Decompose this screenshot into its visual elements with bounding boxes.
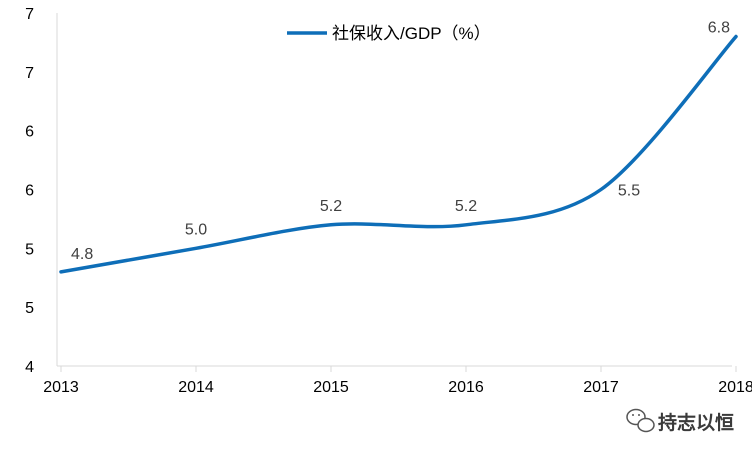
x-tick-label: 2014 xyxy=(178,379,214,396)
legend-label: 社保收入/GDP（%） xyxy=(332,24,491,43)
watermark: 持志以恒 xyxy=(626,408,734,434)
legend: 社保收入/GDP（%） xyxy=(287,24,491,43)
x-tick-label: 2015 xyxy=(313,379,349,396)
x-tick-label: 2018 xyxy=(718,379,752,396)
data-label: 4.8 xyxy=(71,246,93,263)
data-label: 6.8 xyxy=(708,20,730,37)
data-label: 5.2 xyxy=(320,198,342,215)
y-tick-label: 4 xyxy=(25,359,34,376)
watermark-text: 持志以恒 xyxy=(658,411,734,434)
wechat-icon xyxy=(626,408,655,433)
y-axis-tick-labels: 4 5 5 6 6 7 7 xyxy=(25,6,34,376)
y-tick-label: 5 xyxy=(25,300,34,317)
y-tick-label: 6 xyxy=(25,124,34,141)
data-labels: 4.8 5.0 5.2 5.2 5.5 6.8 xyxy=(71,20,730,263)
data-label: 5.2 xyxy=(455,198,477,215)
x-tick-label: 2013 xyxy=(43,379,79,396)
y-tick-label: 5 xyxy=(25,241,34,258)
y-tick-label: 7 xyxy=(25,6,34,23)
x-axis-ticks xyxy=(60,366,737,372)
series-line xyxy=(59,34,738,274)
plot-area: 4 5 5 6 6 7 7 2013 2014 2015 2016 2017 2018 4.8 5.0 5… xyxy=(25,6,752,396)
data-label: 5.5 xyxy=(618,183,640,200)
x-tick-label: 2016 xyxy=(448,379,484,396)
y-tick-label: 7 xyxy=(25,65,34,82)
x-axis-tick-labels: 2013 2014 2015 2016 2017 2018 xyxy=(43,379,752,396)
y-tick-label: 6 xyxy=(25,183,34,200)
x-tick-label: 2017 xyxy=(583,379,619,396)
data-label: 5.0 xyxy=(185,221,207,238)
